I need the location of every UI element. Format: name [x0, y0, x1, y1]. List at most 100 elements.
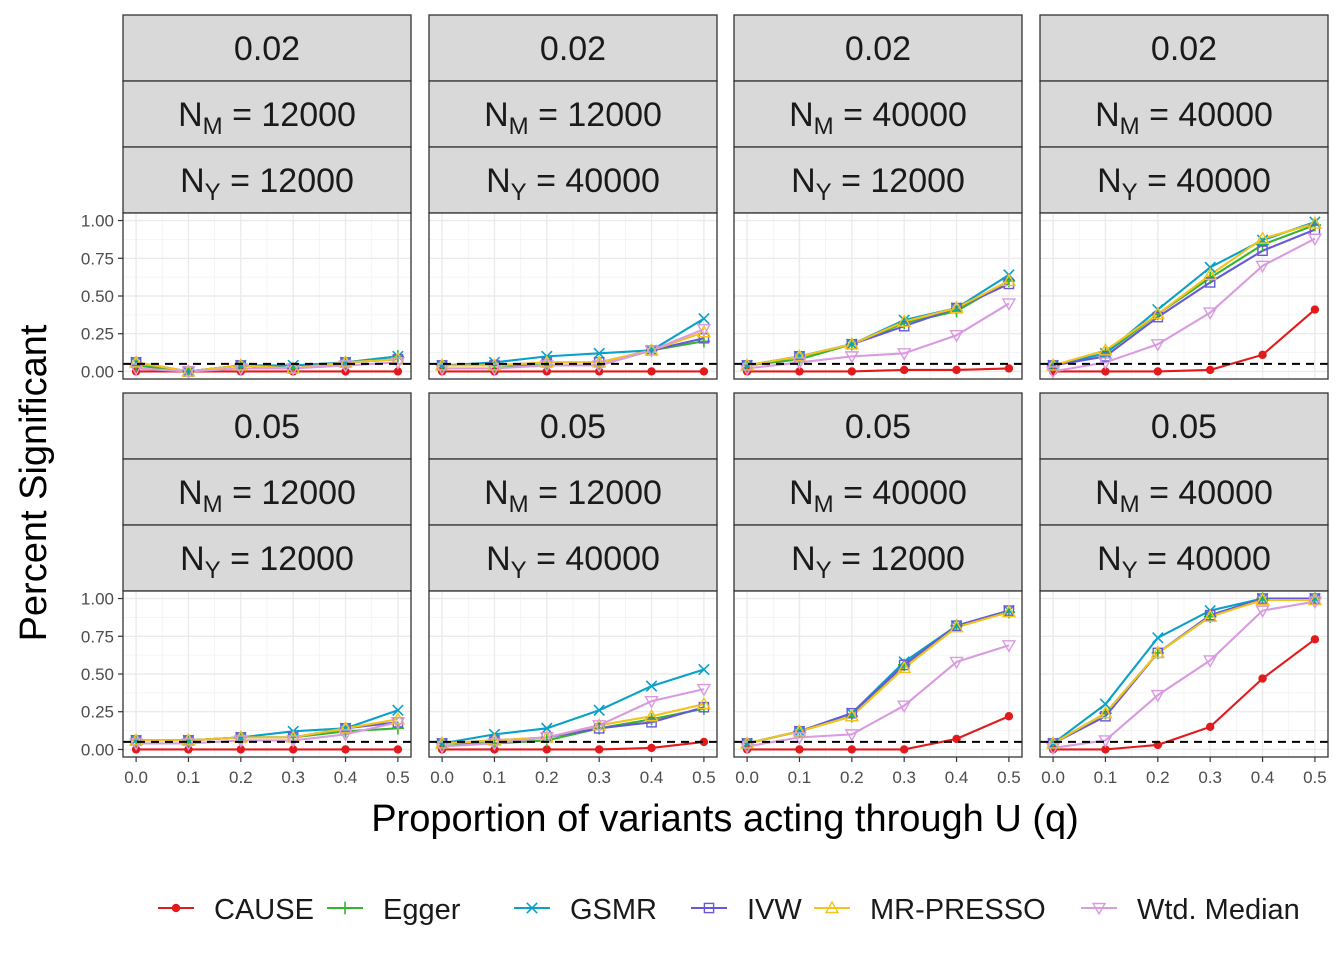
- strip-subscript: Y: [1122, 557, 1138, 584]
- strip-var: N: [791, 162, 816, 200]
- data-point-cause: [1101, 367, 1110, 376]
- strip-subscript: Y: [205, 557, 221, 584]
- data-point-gsmr: [1047, 359, 1059, 372]
- y-tick-label: 0.25: [81, 325, 114, 344]
- data-point-mr-presso: [1001, 273, 1017, 287]
- strip-label: NY = 40000: [1097, 540, 1271, 584]
- data-point-cause: [393, 367, 403, 376]
- x-tick-label: 0.2: [229, 768, 253, 787]
- data-point-wtd-median: [390, 717, 406, 730]
- data-point-wtd-median: [338, 729, 353, 742]
- legend-key-marker: [338, 901, 352, 915]
- data-point-wtd-median: [1045, 742, 1061, 756]
- strip-label: 0.05: [234, 408, 300, 446]
- strip-label: NY = 12000: [791, 162, 965, 206]
- data-point-cause: [542, 745, 552, 754]
- data-point-cause: [1004, 364, 1014, 373]
- data-point-wtd-median: [181, 738, 196, 751]
- data-point-mr-presso: [1098, 342, 1113, 356]
- data-point-gsmr: [1204, 261, 1216, 274]
- strip-box: [733, 146, 1023, 214]
- legend-label: IVW: [747, 894, 802, 926]
- data-point-wtd-median: [739, 363, 755, 376]
- data-point-gsmr: [793, 350, 806, 363]
- data-point-ivw: [1204, 277, 1216, 288]
- strip-var: N: [178, 96, 203, 134]
- strip-value: = 12000: [832, 162, 965, 200]
- data-point-wtd-median: [1202, 655, 1218, 668]
- x-tick-label: 0.1: [483, 768, 507, 787]
- x-tick-label: 0.0: [124, 768, 148, 787]
- data-point-wtd-median: [696, 683, 712, 697]
- strip-box: [122, 80, 412, 148]
- data-point-wtd-median: [1045, 366, 1061, 379]
- data-point-wtd-median: [1202, 307, 1218, 321]
- strip-var: N: [789, 96, 814, 134]
- x-tick-label: 0.3: [1198, 768, 1222, 787]
- data-point-wtd-median: [591, 720, 607, 733]
- data-point-gsmr: [793, 725, 806, 738]
- legend-key-marker: [824, 900, 840, 914]
- strip-value: = 40000: [834, 474, 967, 512]
- strip-value: = 12000: [221, 162, 354, 200]
- strip-var: N: [791, 540, 816, 578]
- series-line-mr-presso: [746, 279, 1010, 367]
- strip-label: 0.02: [845, 30, 911, 68]
- strip-subscript: Y: [205, 179, 221, 206]
- data-point-wtd-median: [696, 324, 712, 337]
- data-point-wtd-median: [644, 345, 659, 358]
- strip-subscript: M: [1120, 113, 1140, 140]
- x-tick-label: 0.3: [587, 768, 611, 787]
- data-point-wtd-median: [1001, 640, 1017, 653]
- strip-value: = 40000: [834, 96, 967, 134]
- panel-border: [1039, 590, 1329, 758]
- data-point-mr-presso: [1255, 592, 1270, 606]
- data-point-mr-presso: [1150, 306, 1166, 320]
- data-point-mr-presso: [844, 708, 860, 722]
- strip-box: [1039, 458, 1329, 526]
- strip-value: = 12000: [221, 540, 354, 578]
- data-point-gsmr: [1152, 632, 1164, 644]
- x-tick-label: 0.2: [1146, 768, 1170, 787]
- data-point-wtd-median: [896, 700, 912, 714]
- strip-subscript: Y: [816, 179, 832, 206]
- x-tick-label: 0.4: [334, 768, 358, 787]
- data-point-mr-presso: [128, 354, 144, 368]
- strip-subscript: Y: [1122, 179, 1138, 206]
- y-tick-label: 0.25: [81, 703, 114, 722]
- data-point-mr-presso: [1255, 231, 1270, 244]
- data-point-ivw: [1257, 245, 1268, 257]
- data-point-gsmr: [182, 365, 195, 378]
- data-point-gsmr: [1099, 698, 1112, 710]
- data-point-mr-presso: [1307, 216, 1323, 229]
- strip-box: [1039, 80, 1329, 148]
- data-point-mr-presso: [390, 711, 406, 725]
- data-point-mr-presso: [949, 619, 964, 633]
- data-point-cause: [899, 365, 909, 375]
- data-point-gsmr: [645, 344, 658, 357]
- data-point-mr-presso: [487, 732, 502, 746]
- data-point-cause: [899, 745, 909, 754]
- data-point-mr-presso: [1001, 604, 1017, 618]
- data-point-cause: [1258, 350, 1267, 360]
- data-point-mr-presso: [1150, 645, 1166, 659]
- legend-label: CAUSE: [214, 894, 314, 926]
- strip-value: = 12000: [529, 96, 662, 134]
- strip-box: [1039, 524, 1329, 592]
- data-point-wtd-median: [1255, 605, 1270, 619]
- data-point-wtd-median: [739, 741, 755, 754]
- panel-border: [1039, 212, 1329, 380]
- data-point-gsmr: [950, 302, 963, 314]
- data-point-mr-presso: [1307, 592, 1323, 606]
- data-point-wtd-median: [434, 741, 450, 754]
- legend-item: Egger: [327, 894, 461, 926]
- x-tick-label: 0.5: [692, 768, 716, 787]
- strip-value: = 40000: [1140, 474, 1273, 512]
- data-point-ivw: [846, 707, 858, 719]
- legend-label: Wtd. Median: [1137, 894, 1300, 926]
- y-tick-label: 0.00: [81, 362, 114, 381]
- data-point-cause: [288, 745, 298, 754]
- x-tick-label: 0.3: [281, 768, 305, 787]
